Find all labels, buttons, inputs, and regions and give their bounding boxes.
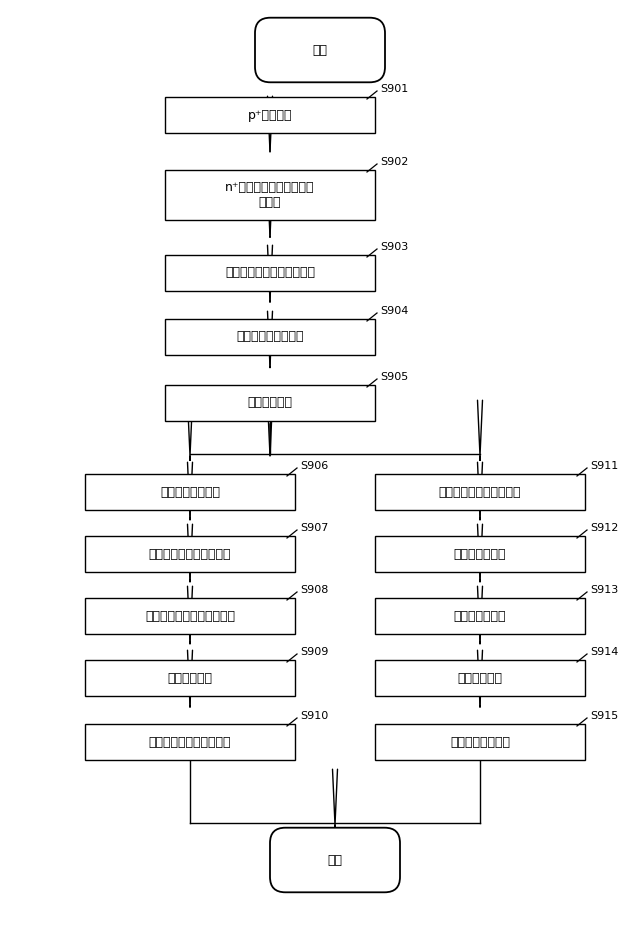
Text: S902: S902 — [380, 157, 408, 167]
Text: S905: S905 — [380, 372, 408, 382]
Text: トランジスタのゲート形成: トランジスタのゲート形成 — [225, 267, 315, 280]
Text: 配線層の形成: 配線層の形成 — [168, 672, 212, 684]
Text: S903: S903 — [380, 242, 408, 252]
Text: S912: S912 — [590, 523, 618, 533]
Text: 浮遊拡散層の形成: 浮遊拡散層の形成 — [160, 486, 220, 498]
Text: S913: S913 — [590, 585, 618, 595]
FancyBboxPatch shape — [165, 97, 375, 133]
FancyBboxPatch shape — [85, 724, 295, 760]
Text: 開始: 開始 — [312, 44, 328, 57]
Text: S915: S915 — [590, 711, 618, 721]
Text: ソース、ドレインの形成: ソース、ドレインの形成 — [148, 548, 231, 561]
Text: 平坦化層、密着層の形成: 平坦化層、密着層の形成 — [148, 735, 231, 749]
Text: S904: S904 — [380, 306, 408, 316]
Text: S909: S909 — [300, 647, 328, 657]
FancyBboxPatch shape — [85, 474, 295, 510]
FancyBboxPatch shape — [165, 170, 375, 220]
Text: p⁺層の形成: p⁺層の形成 — [248, 108, 292, 121]
FancyBboxPatch shape — [85, 598, 295, 634]
Text: S901: S901 — [380, 84, 408, 94]
FancyBboxPatch shape — [270, 828, 400, 892]
Text: S907: S907 — [300, 523, 328, 533]
Text: 酸化膜の成膜: 酸化膜の成膜 — [458, 672, 502, 684]
FancyBboxPatch shape — [85, 660, 295, 696]
Text: n⁺層および画素分離領域
の形成: n⁺層および画素分離領域 の形成 — [225, 181, 315, 209]
Text: S914: S914 — [590, 647, 618, 657]
FancyBboxPatch shape — [375, 474, 585, 510]
Text: 終了: 終了 — [328, 853, 342, 866]
Text: モスアイの形成: モスアイの形成 — [454, 548, 506, 561]
FancyBboxPatch shape — [375, 724, 585, 760]
FancyBboxPatch shape — [255, 18, 385, 83]
FancyBboxPatch shape — [165, 319, 375, 355]
Text: 蓄積部の形成: 蓄積部の形成 — [248, 397, 292, 410]
Text: サイドウォール形成: サイドウォール形成 — [236, 330, 304, 344]
FancyBboxPatch shape — [165, 385, 375, 421]
Text: S906: S906 — [300, 461, 328, 471]
FancyBboxPatch shape — [375, 598, 585, 634]
FancyBboxPatch shape — [375, 660, 585, 696]
Text: S911: S911 — [590, 461, 618, 471]
Text: S910: S910 — [300, 711, 328, 721]
FancyBboxPatch shape — [375, 536, 585, 572]
FancyBboxPatch shape — [85, 536, 295, 572]
Text: 支持基板と貼りあわせる: 支持基板と貼りあわせる — [439, 486, 521, 498]
Text: S908: S908 — [300, 585, 328, 595]
Text: トレンチの形成: トレンチの形成 — [454, 609, 506, 623]
Text: メタルの埋め込み: メタルの埋め込み — [450, 735, 510, 749]
Text: サリサイドブロック膜形成: サリサイドブロック膜形成 — [145, 609, 235, 623]
FancyBboxPatch shape — [165, 255, 375, 291]
